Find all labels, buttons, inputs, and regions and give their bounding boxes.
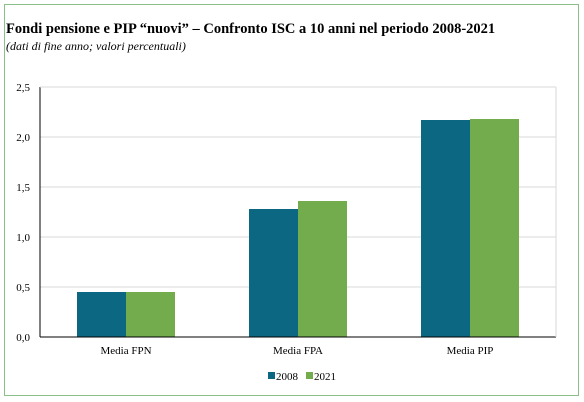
y-tick-label: 1,5 (16, 182, 30, 194)
chart-title: Fondi pensione e PIP “nuovi” – Confronto… (6, 21, 496, 37)
legend-label-2008: 2008 (276, 371, 299, 383)
y-tick-label: 0,5 (16, 282, 30, 294)
legend-swatch-2008 (268, 372, 275, 379)
bar-2008-3 (421, 120, 470, 337)
bar-2021-3 (470, 119, 519, 337)
chart-subtitle: (dati di fine anno; valori percentuali) (6, 39, 186, 53)
bars (77, 119, 519, 337)
bar-2021-2 (298, 201, 347, 337)
x-tick-labels: Media FPN Media FPA Media PIP (100, 345, 493, 357)
legend-swatch-2021 (306, 372, 313, 379)
x-tick-label: Media PIP (447, 345, 494, 357)
y-tick-label: 2,0 (16, 132, 30, 144)
bar-2021-1 (126, 292, 175, 337)
bar-2008-2 (249, 209, 298, 337)
axes (39, 86, 557, 338)
y-tick-labels: 0,0 0,5 1,0 1,5 2,0 2,5 (16, 82, 30, 344)
x-tick-label: Media FPA (273, 345, 323, 357)
y-tick-label: 1,0 (16, 232, 30, 244)
legend: 2008 2021 (268, 371, 336, 383)
legend-label-2021: 2021 (314, 371, 336, 383)
y-tick-label: 2,5 (16, 82, 30, 94)
x-tick-label: Media FPN (100, 345, 151, 357)
bar-2008-1 (77, 292, 126, 337)
y-tick-label: 0,0 (16, 332, 30, 344)
